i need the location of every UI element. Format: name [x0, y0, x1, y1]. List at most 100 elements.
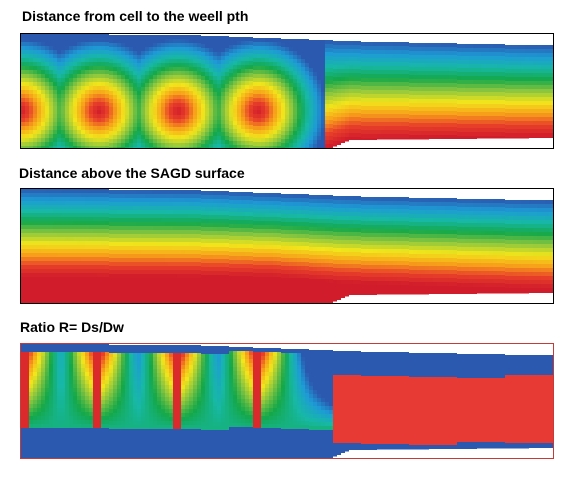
field-cell [77, 46, 81, 50]
field-cell [297, 63, 301, 67]
field-cell [25, 110, 29, 114]
field-cell [437, 67, 441, 71]
field-cell [49, 98, 53, 102]
field-cell [357, 73, 361, 77]
field-cell [41, 34, 45, 38]
field-cell [153, 87, 157, 91]
field-cell [109, 59, 113, 63]
field-cell [205, 80, 209, 84]
field-cell [521, 113, 525, 117]
field-cell [453, 47, 457, 51]
field-cell [189, 71, 193, 75]
field-cell [281, 127, 285, 131]
field-cell [41, 281, 45, 285]
field-cell [209, 68, 213, 72]
field-cell [509, 85, 513, 89]
field-cell [193, 147, 197, 148]
field-cell [429, 43, 433, 47]
field-cell [197, 270, 201, 274]
field-cell [329, 88, 333, 92]
field-cell [173, 230, 177, 234]
field-cell [89, 138, 93, 142]
field-cell [81, 277, 85, 281]
field-cell [89, 122, 93, 126]
field-cell [57, 118, 61, 122]
field-cell [157, 47, 161, 51]
field-cell [553, 90, 554, 94]
field-cell [61, 46, 65, 50]
field-cell [45, 205, 49, 209]
field-cell [121, 218, 125, 222]
field-cell [369, 102, 373, 106]
field-cell [241, 89, 245, 93]
field-cell [129, 123, 133, 127]
field-cell [105, 217, 109, 221]
field-cell [505, 137, 509, 139]
field-cell [225, 140, 229, 144]
field-cell [85, 82, 89, 86]
field-cell [181, 47, 185, 51]
field-cell [453, 51, 457, 55]
field-cell [141, 55, 145, 59]
field-cell [165, 35, 169, 39]
field-cell [113, 266, 117, 270]
field-cell [453, 71, 457, 75]
field-cell [205, 72, 209, 76]
field-cell [41, 233, 45, 237]
field-cell [393, 106, 397, 110]
field-cell [193, 194, 197, 198]
field-cell [149, 47, 153, 51]
field-cell [165, 59, 169, 63]
field-cell [213, 88, 217, 92]
field-cell [109, 99, 113, 103]
field-cell [505, 81, 509, 85]
field-cell [69, 114, 73, 118]
field-cell [209, 88, 213, 92]
field-cell [177, 230, 181, 234]
field-cell [421, 123, 425, 127]
field-cell [161, 143, 165, 147]
field-cell [105, 118, 109, 122]
field-cell [101, 98, 105, 102]
field-cell [473, 112, 477, 116]
field-cell [41, 273, 45, 277]
field-cell [385, 58, 389, 62]
field-cell [429, 95, 433, 99]
field-cell [81, 233, 85, 237]
field-cell [41, 54, 45, 58]
field-cell [193, 294, 197, 298]
field-cell [425, 83, 429, 87]
field-cell [97, 281, 101, 285]
field-cell [77, 225, 81, 229]
field-cell [549, 113, 553, 117]
field-cell [249, 105, 253, 109]
field-cell [25, 213, 29, 217]
field-cell [117, 254, 121, 258]
field-cell [345, 85, 349, 89]
field-cell [205, 84, 209, 88]
field-cell [453, 43, 457, 47]
field-cell [281, 111, 285, 115]
field-cell [273, 50, 277, 54]
field-cell [165, 210, 169, 214]
field-cell [533, 97, 537, 101]
field-cell [369, 130, 373, 134]
field-cell [525, 53, 529, 57]
field-cell [21, 221, 25, 225]
field-cell [61, 138, 65, 142]
field-cell [149, 103, 153, 107]
field-cell [373, 54, 377, 58]
field-cell [277, 118, 281, 122]
field-cell [181, 270, 185, 274]
field-cell [481, 84, 485, 88]
field-cell [41, 86, 45, 90]
field-cell [321, 92, 325, 96]
field-cell [81, 146, 85, 148]
field-cell [193, 143, 197, 147]
field-cell [321, 140, 325, 144]
field-cell [197, 63, 201, 67]
field-cell [65, 38, 69, 42]
field-cell [365, 66, 369, 70]
field-cell [225, 148, 229, 149]
field-cell [529, 125, 533, 129]
